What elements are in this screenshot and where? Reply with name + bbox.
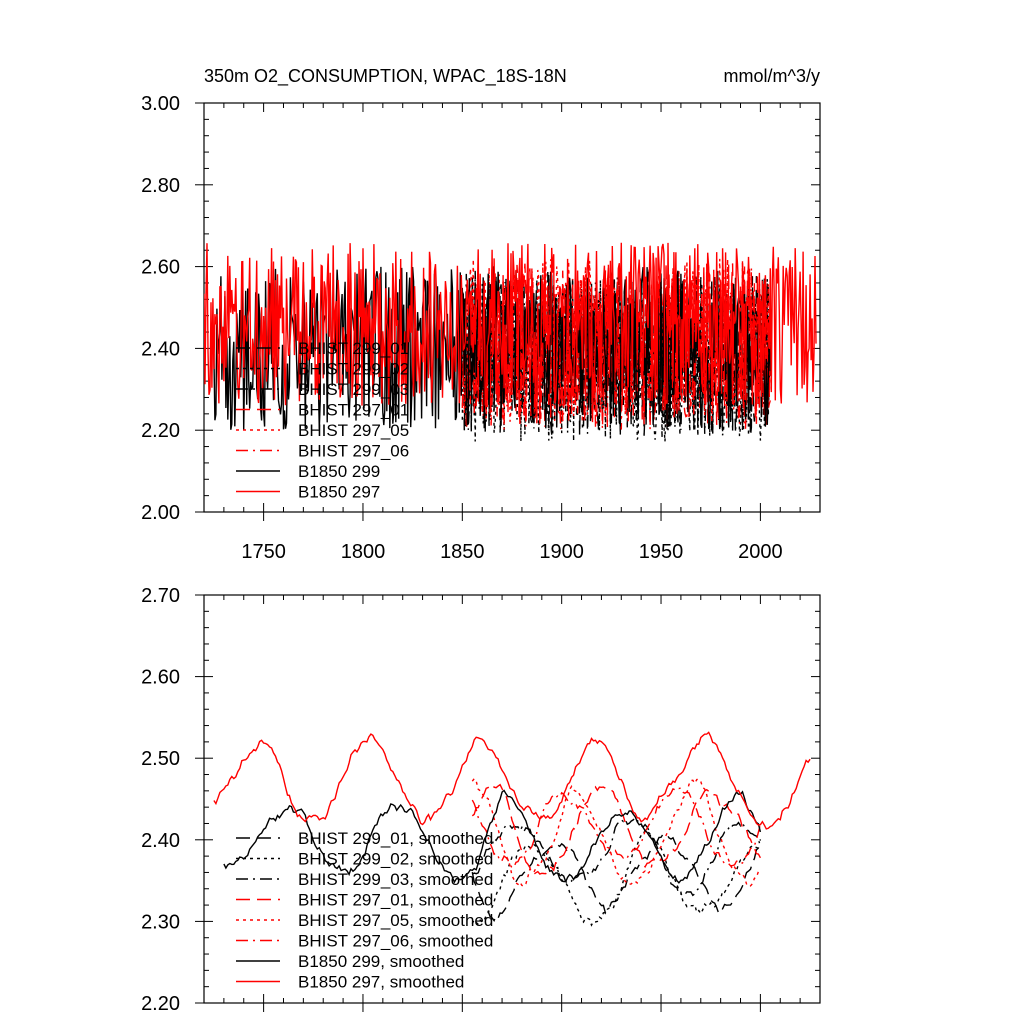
series-line [213,731,811,830]
y-tick-label: 2.20 [141,420,180,442]
series-group [213,731,811,927]
legend-label: BHIST 297_06, smoothed [298,932,493,951]
series-group [204,242,817,442]
chart-title: 350m O2_CONSUMPTION, WPAC_18S-18N [204,66,567,87]
bottom-panel: 2.20 2.30 2.40 2.50 2.60 2.70 BHIST 299_01, sm… [141,585,821,1015]
y-tick-label: 2.20 [141,993,180,1015]
legend-label: B1850 297, smoothed [298,973,464,992]
series-line [471,786,762,869]
top-panel: 1750 1800 1850 1900 1950 2000 2.00 2.20 2.40 2.60… [141,93,821,563]
legend-label: BHIST 299_03 [298,380,409,399]
y-tick-label: 2.30 [141,911,180,933]
series-line [471,777,761,887]
series-line [471,816,762,897]
y-tick-label: 2.40 [141,830,180,852]
legend-label: BHIST 299_03, smoothed [298,870,493,889]
series-line [204,242,817,407]
legend: BHIST 299_01, smoothed BHIST 299_02, smoo… [236,829,493,992]
y-tick-label: 2.60 [141,667,180,689]
x-axis [223,595,821,1012]
legend-label: BHIST 299_01 [298,339,409,358]
legend-label: BHIST 299_02, smoothed [298,850,493,869]
legend-label: BHIST 297_05 [298,421,409,440]
y-tick-label: 2.60 [141,257,180,279]
x-tick-label: 1950 [639,541,684,563]
series-line [461,258,771,423]
y-tick-label: 2.70 [141,585,180,607]
legend-label: BHIST 299_02 [298,360,409,379]
x-tick-label: 1750 [241,541,286,563]
x-tick-label: 1850 [440,541,485,563]
y-tick-label: 2.40 [141,338,180,360]
series-line [471,833,762,922]
legend-label: BHIST 299_01, smoothed [298,829,493,848]
units-label: mmol/m^3/y [724,66,820,86]
legend-label: B1850 297 [298,483,380,502]
series-line [471,783,762,876]
plot-frame [203,594,821,1004]
x-axis: 1750 1800 1850 1900 1950 2000 [223,103,821,563]
y-tick-label: 2.00 [141,502,180,524]
x-tick-label: 1900 [539,541,584,563]
legend-label: BHIST 297_06 [298,442,409,461]
y-axis: 2.20 2.30 2.40 2.50 2.60 2.70 [141,585,820,1015]
legend-label: BHIST 297_01, smoothed [298,891,493,910]
legend-label: B1850 299, smoothed [298,952,464,971]
y-tick-label: 2.80 [141,175,180,197]
y-axis: 2.00 2.20 2.40 2.60 2.80 3.00 [141,93,820,524]
legend-label: BHIST 297_05, smoothed [298,911,493,930]
x-tick-label: 1800 [341,541,386,563]
series-line [223,789,762,884]
x-tick-label: 2000 [738,541,783,563]
legend-label: BHIST 297_01 [298,401,409,420]
y-tick-label: 2.50 [141,748,180,770]
y-tick-label: 3.00 [141,93,180,115]
legend-label: B1850 299 [298,462,380,481]
